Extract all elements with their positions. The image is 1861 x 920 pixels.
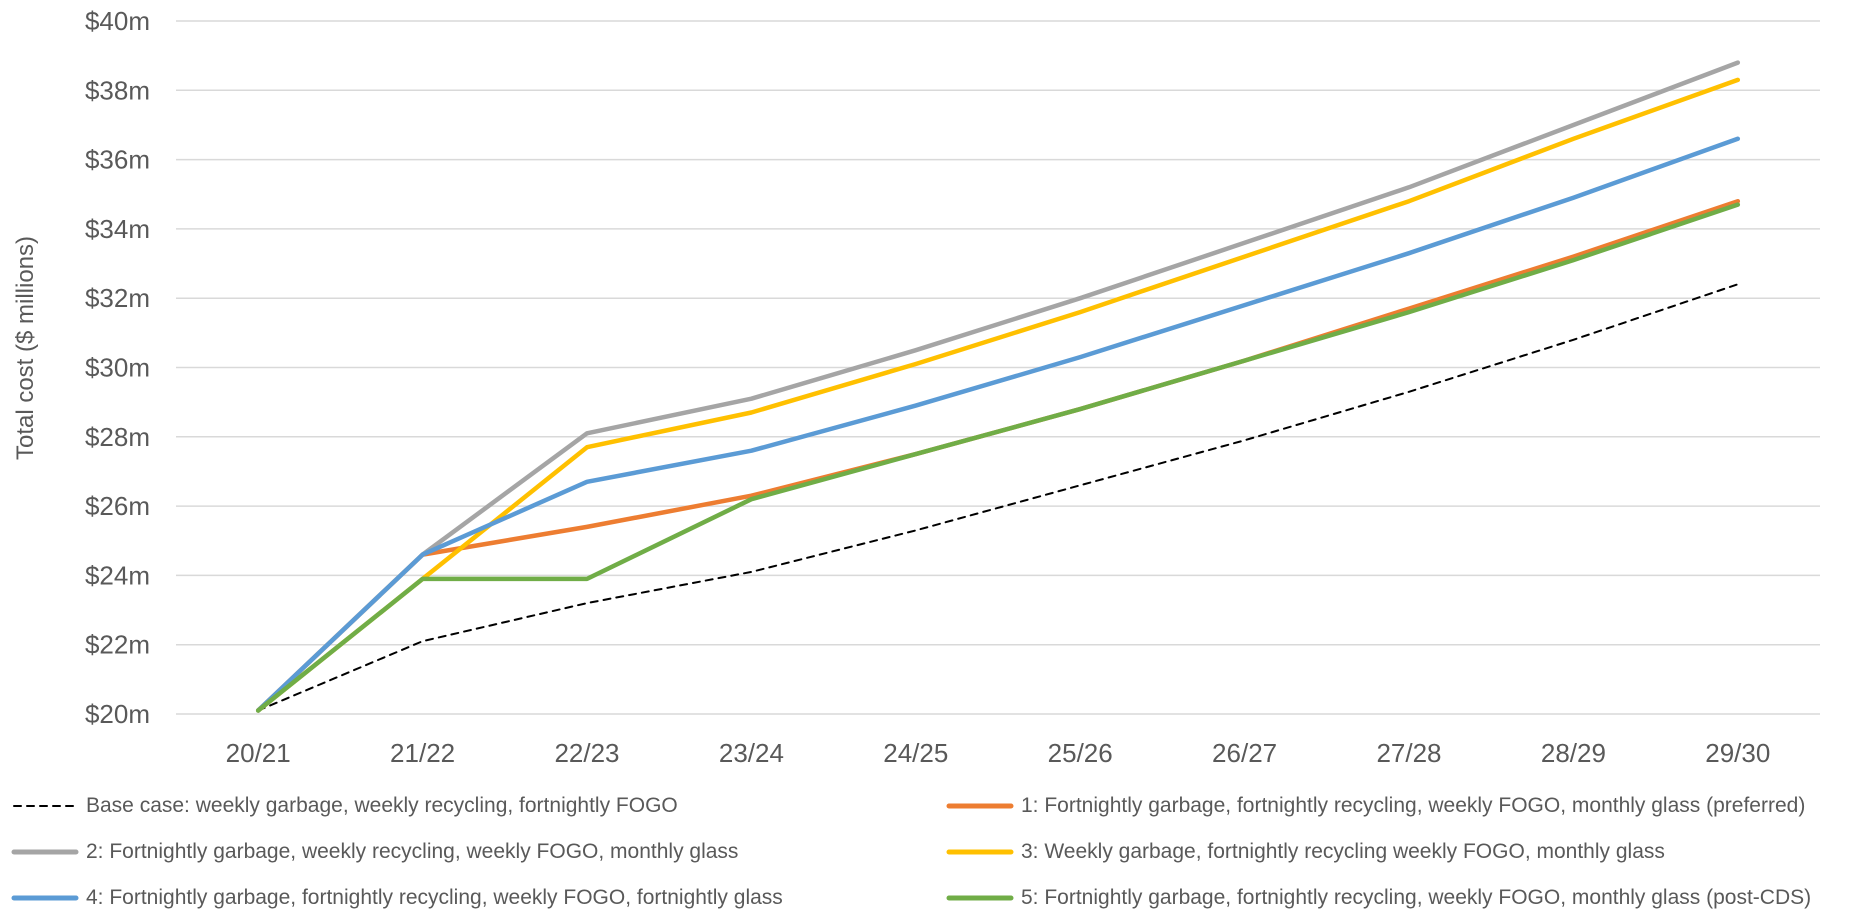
legend-swatch <box>10 880 80 916</box>
y-tick-label: $20m <box>85 699 150 729</box>
y-tick-label: $22m <box>85 630 150 660</box>
legend-swatch <box>945 880 1015 916</box>
legend-item: 2: Fortnightly garbage, weekly recycling… <box>10 834 738 870</box>
legend-label: 5: Fortnightly garbage, fortnightly recy… <box>1021 886 1812 909</box>
y-tick-label: $24m <box>85 560 150 590</box>
y-tick-label: $36m <box>85 145 150 175</box>
legend-swatch <box>10 834 80 870</box>
legend-item: 5: Fortnightly garbage, fortnightly recy… <box>945 880 1811 916</box>
legend: Base case: weekly garbage, weekly recycl… <box>0 794 1861 920</box>
x-axis-tick-labels: 20/21 21/22 22/23 23/24 24/25 25/26 26/27 27/28… <box>226 738 1771 768</box>
legend-item: 4: Fortnightly garbage, fortnightly recy… <box>10 880 783 916</box>
y-axis-title: Total cost ($ millions) <box>12 236 39 460</box>
y-tick-label: $40m <box>85 6 150 36</box>
gridlines <box>176 20 1820 715</box>
y-tick-label: $38m <box>85 75 150 105</box>
y-tick-label: $34m <box>85 214 150 244</box>
x-tick-label: 29/30 <box>1705 738 1770 768</box>
y-tick-label: $28m <box>85 422 150 452</box>
legend-swatch <box>945 788 1015 824</box>
legend-item: 3: Weekly garbage, fortnightly recycling… <box>945 834 1665 870</box>
x-tick-label: 23/24 <box>719 738 784 768</box>
legend-label: 4: Fortnightly garbage, fortnightly recy… <box>86 886 783 909</box>
legend-label: Base case: weekly garbage, weekly recycl… <box>86 794 678 817</box>
x-tick-label: 21/22 <box>390 738 455 768</box>
legend-label: 3: Weekly garbage, fortnightly recycling… <box>1021 840 1665 863</box>
series-lines <box>255 60 1741 713</box>
series-line-0 <box>257 283 1739 712</box>
x-tick-label: 24/25 <box>883 738 948 768</box>
legend-swatch <box>10 788 80 824</box>
series-line-5 <box>255 202 1741 713</box>
series-line-4 <box>255 136 1741 713</box>
y-tick-label: $32m <box>85 283 150 313</box>
legend-item: 1: Fortnightly garbage, fortnightly recy… <box>945 788 1805 824</box>
x-tick-label: 26/27 <box>1212 738 1277 768</box>
y-tick-label: $30m <box>85 353 150 383</box>
x-tick-label: 28/29 <box>1541 738 1606 768</box>
legend-label: 1: Fortnightly garbage, fortnightly recy… <box>1021 794 1806 817</box>
x-tick-label: 25/26 <box>1048 738 1113 768</box>
line-chart: $20m $22m $24m $26m $28m $30m $32m $34m $36m $38m… <box>12 6 1820 768</box>
y-tick-label: $26m <box>85 491 150 521</box>
x-tick-label: 22/23 <box>554 738 619 768</box>
x-tick-label: 20/21 <box>226 738 291 768</box>
y-axis-tick-labels: $20m $22m $24m $26m $28m $30m $32m $34m $36m $38m… <box>85 6 150 729</box>
legend-item: Base case: weekly garbage, weekly recycl… <box>10 788 678 824</box>
series-line-3 <box>255 77 1741 713</box>
series-line-2 <box>255 60 1741 713</box>
legend-swatch <box>945 834 1015 870</box>
legend-label: 2: Fortnightly garbage, weekly recycling… <box>86 840 739 863</box>
x-tick-label: 27/28 <box>1376 738 1441 768</box>
